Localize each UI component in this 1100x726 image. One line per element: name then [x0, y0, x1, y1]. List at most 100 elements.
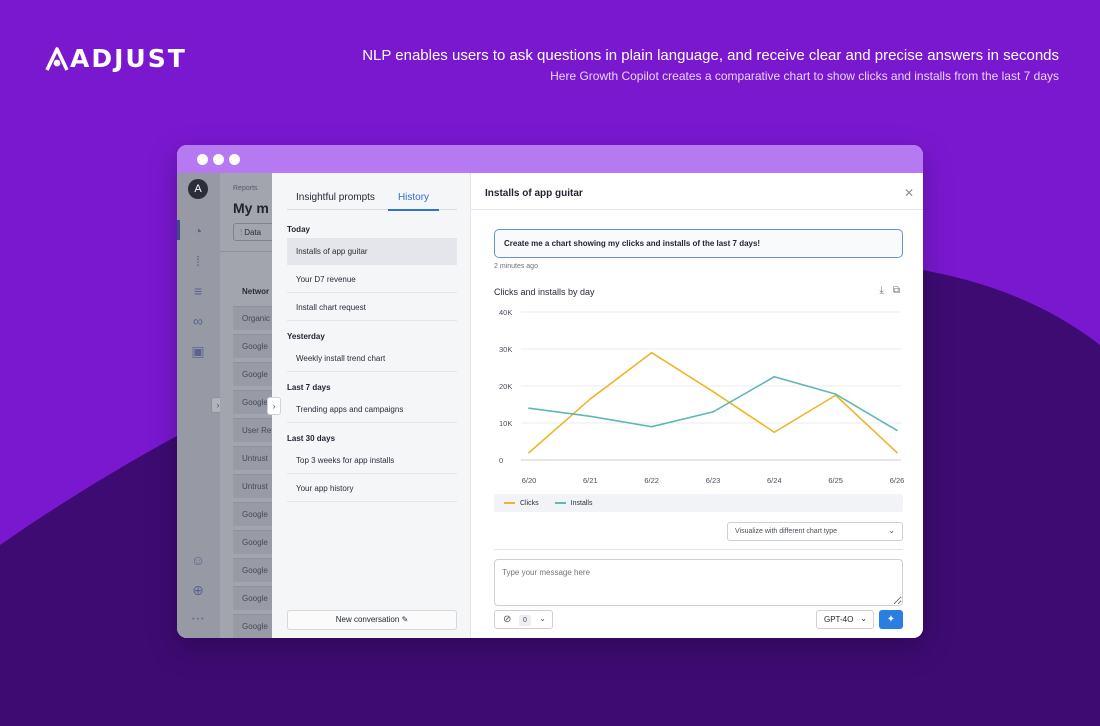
- globe-icon[interactable]: ⊕: [192, 582, 204, 598]
- model-select-label: GPT-4O: [824, 615, 854, 624]
- series-line-clicks[interactable]: [528, 351, 898, 454]
- waveform-icon[interactable]: ⁞: [196, 253, 200, 269]
- link-icon[interactable]: ∞: [193, 313, 203, 329]
- chat-panel: Installs of app guitar ✕ Create me a cha…: [471, 173, 923, 638]
- attachment-button[interactable]: ⊘ 0 ⌄: [494, 610, 553, 629]
- user-icon[interactable]: ☺: [190, 552, 206, 568]
- data-point[interactable]: [528, 451, 530, 454]
- history-item[interactable]: Your D7 revenue: [287, 266, 457, 293]
- history-section-label: Last 7 days: [287, 383, 331, 392]
- history-item[interactable]: Your app history: [287, 475, 457, 502]
- data-point[interactable]: [712, 390, 714, 393]
- chart-type-select[interactable]: Visualize with different chart type ⌄: [727, 522, 903, 541]
- box-icon[interactable]: ▣: [191, 343, 205, 359]
- table-cell: Google: [242, 566, 268, 575]
- table-cell: Google: [242, 398, 268, 407]
- x-tick-label: 6/26: [890, 476, 905, 485]
- y-tick-label: 0: [499, 456, 503, 465]
- history-item[interactable]: Install chart request: [287, 294, 457, 321]
- app-window: A ◔ ⁞ ≡ ∞ ▣ ☺ ⊕ ⋯ › Reports My m ⫶ Data …: [177, 145, 923, 638]
- data-point[interactable]: [528, 407, 530, 409]
- x-tick-label: 6/23: [706, 476, 721, 485]
- data-point[interactable]: [712, 411, 714, 413]
- data-point[interactable]: [896, 451, 898, 454]
- data-point[interactable]: [896, 429, 898, 432]
- attachment-count: 0: [519, 615, 531, 626]
- data-button[interactable]: ⫶ Data: [233, 223, 272, 241]
- table-row[interactable]: Google: [233, 390, 272, 414]
- table-cell: Google: [242, 342, 268, 351]
- panel-toggle-button[interactable]: ›: [267, 397, 281, 415]
- table-cell: Untrust: [242, 454, 268, 463]
- tab-history[interactable]: History: [388, 192, 439, 211]
- data-point[interactable]: [834, 393, 837, 395]
- table-row[interactable]: Google: [233, 334, 272, 358]
- headline: NLP enables users to ask questions in pl…: [362, 47, 1059, 84]
- data-point[interactable]: [773, 431, 776, 434]
- table-row[interactable]: Google: [233, 362, 272, 386]
- table-row[interactable]: Google: [233, 530, 272, 554]
- data-point[interactable]: [650, 351, 653, 354]
- legend-label: Clicks: [520, 499, 539, 507]
- download-icon[interactable]: ⤓: [879, 285, 884, 296]
- table-cell: Google: [242, 370, 268, 379]
- x-tick-label: 6/20: [522, 476, 537, 485]
- history-item-label: Top 3 weeks for app installs: [296, 456, 395, 465]
- window-dot[interactable]: [197, 153, 208, 165]
- send-sparkle-button[interactable]: ✦: [879, 610, 903, 629]
- legend-item-clicks[interactable]: Clicks: [504, 500, 539, 507]
- x-tick-label: 6/21: [583, 476, 598, 485]
- model-select[interactable]: GPT-4O ⌄: [816, 610, 874, 629]
- history-item-label: Installs of app guitar: [296, 247, 368, 256]
- table-row[interactable]: Untrust: [233, 446, 272, 470]
- window-dot[interactable]: [229, 153, 240, 165]
- table-cell: Untrust: [242, 482, 268, 491]
- column-header-network: Networ: [242, 287, 270, 296]
- window-dot[interactable]: [213, 153, 224, 165]
- chevron-down-icon: ⌄: [888, 526, 895, 535]
- close-icon[interactable]: ✕: [903, 186, 914, 200]
- nav-active-indicator: [177, 220, 180, 240]
- chart-heading: Clicks and installs by day: [494, 287, 595, 297]
- chart-legend: Clicks Installs: [494, 494, 903, 512]
- legend-label: Installs: [570, 499, 593, 507]
- table-row[interactable]: User Re: [233, 418, 272, 442]
- data-point[interactable]: [650, 425, 653, 428]
- data-button-label: Data: [244, 228, 262, 237]
- more-icon[interactable]: ⋯: [191, 610, 205, 626]
- legend-item-installs[interactable]: Installs: [554, 499, 593, 507]
- y-tick-label: 20K: [499, 382, 512, 391]
- data-point[interactable]: [773, 375, 776, 378]
- table-row[interactable]: Untrust: [233, 474, 272, 498]
- adjust-logo-mark-icon: [45, 46, 69, 71]
- data-point[interactable]: [589, 415, 592, 418]
- x-tick-label: 6/22: [644, 476, 659, 485]
- history-item[interactable]: Weekly install trend chart: [287, 345, 457, 372]
- reports-icon[interactable]: ◔: [193, 223, 203, 239]
- headline-title: NLP enables users to ask questions in pl…: [362, 47, 1059, 64]
- table-row[interactable]: Google: [233, 586, 272, 610]
- tab-insightful-prompts[interactable]: Insightful prompts: [296, 192, 375, 203]
- table-row[interactable]: Google: [233, 558, 272, 582]
- sliders-icon[interactable]: ≡: [193, 283, 203, 299]
- table-row[interactable]: Google: [233, 614, 272, 638]
- app-logo-icon[interactable]: A: [188, 179, 208, 199]
- chevron-down-icon: ⌄: [539, 614, 546, 623]
- chat-header: Installs of app guitar ✕: [471, 173, 923, 210]
- data-point[interactable]: [589, 398, 592, 400]
- history-item-label: Your D7 revenue: [296, 275, 356, 284]
- history-item[interactable]: Top 3 weeks for app installs: [287, 447, 457, 474]
- message-input[interactable]: [494, 559, 903, 606]
- new-conversation-button[interactable]: New conversation ✎: [287, 610, 457, 630]
- history-item[interactable]: Installs of app guitar: [287, 238, 457, 265]
- nav-rail: A ◔ ⁞ ≡ ∞ ▣ ☺ ⊕ ⋯ ›: [177, 173, 225, 638]
- history-item-label: Weekly install trend chart: [296, 354, 386, 363]
- open-external-icon[interactable]: ⧉: [892, 285, 900, 296]
- x-tick-label: 6/25: [828, 476, 843, 485]
- table-cell: Google: [242, 594, 268, 603]
- history-item[interactable]: Trending apps and campaigns: [287, 396, 457, 423]
- table-row[interactable]: Organic: [233, 306, 272, 330]
- background-report: Reports My m ⫶ Data Networ Organic Google…: [220, 173, 272, 638]
- table-cell: Google: [242, 538, 268, 547]
- table-row[interactable]: Google: [233, 502, 272, 526]
